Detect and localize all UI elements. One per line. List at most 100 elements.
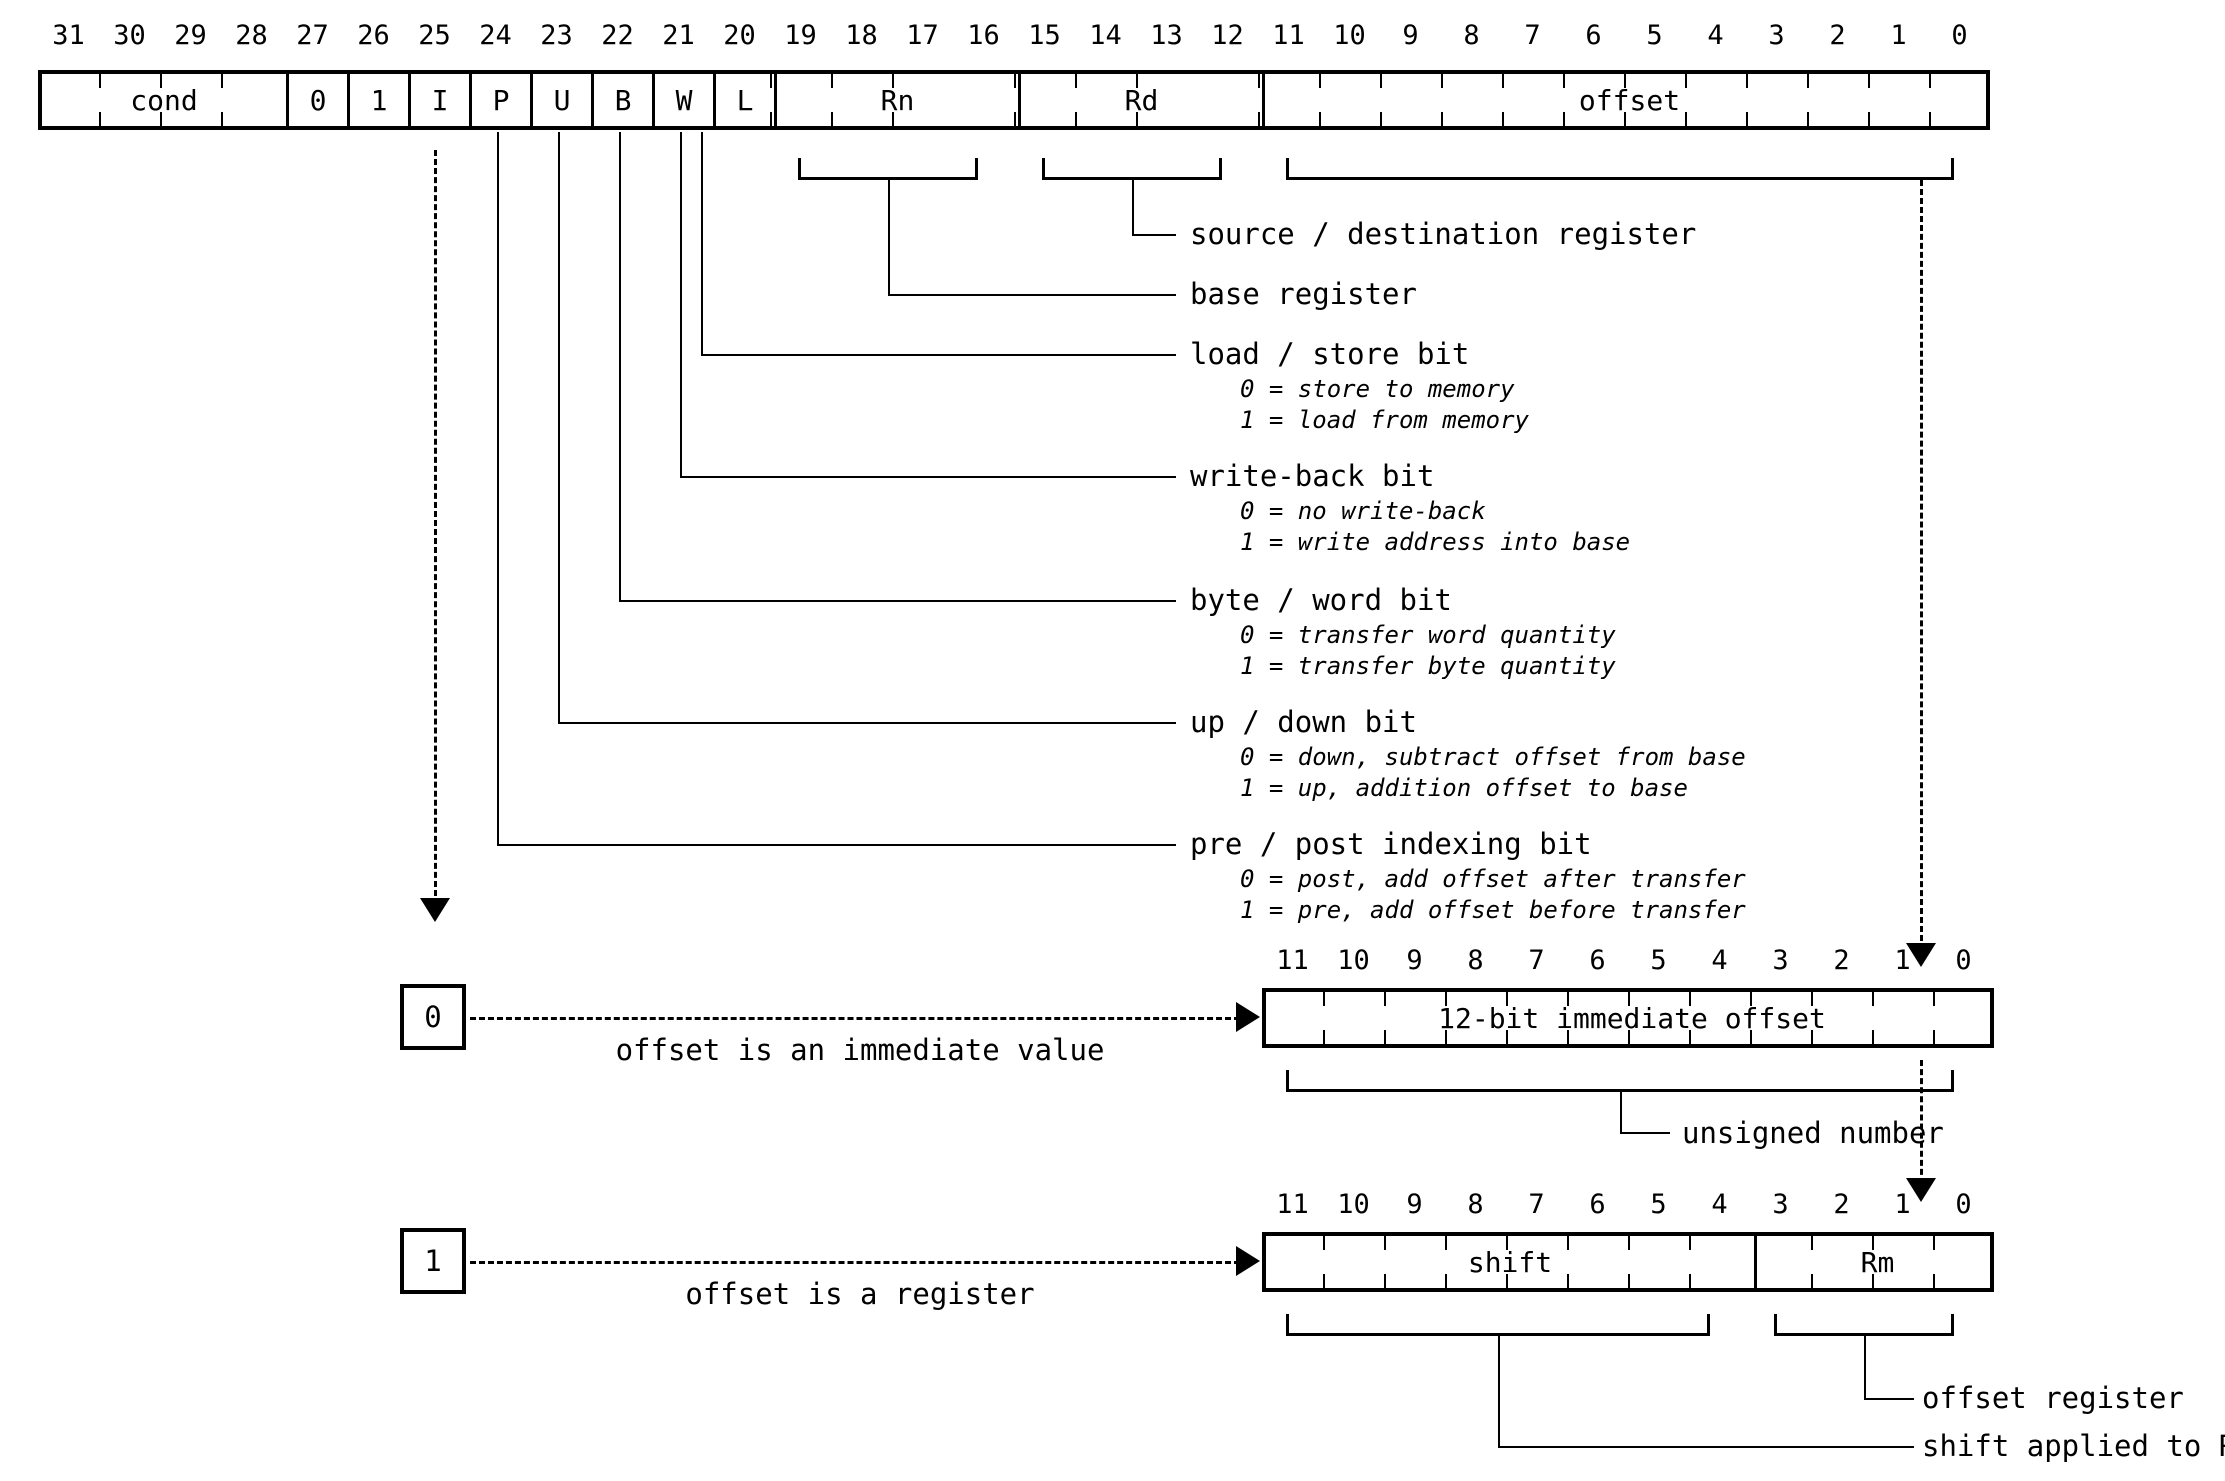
annotation-unsigned-number: unsigned number (1682, 1116, 1944, 1150)
bit-tick (1567, 992, 1569, 1006)
annotation-title: byte / word bit (1190, 583, 1452, 617)
bit-number: 26 (357, 20, 390, 51)
flow-label-immediate: offset is an immediate value (615, 1033, 1105, 1067)
arrow-down-icon (420, 898, 450, 922)
bit-number: 31 (52, 20, 85, 51)
bit-tick (1384, 1236, 1386, 1250)
bit-tick (160, 112, 162, 126)
field-I: I (408, 74, 469, 126)
annotation-title: write-back bit (1190, 459, 1435, 493)
bit-number: 28 (235, 20, 268, 51)
bit-tick (1258, 74, 1260, 88)
bit-tick (1567, 1236, 1569, 1250)
arrow-down-icon (1906, 1178, 1936, 1202)
bit-number: 19 (784, 20, 817, 51)
arrow-right-icon (1236, 1002, 1260, 1032)
leader-line-b (619, 132, 621, 602)
leader-line-offset-register (1864, 1398, 1914, 1400)
bit-tick (1014, 74, 1016, 88)
bit-number: 4 (1711, 945, 1728, 976)
leader-line-unsigned-number (1620, 1092, 1622, 1134)
bit-number: 2 (1833, 945, 1850, 976)
bit-number: 11 (1276, 1189, 1309, 1220)
bit-number: 14 (1089, 20, 1122, 51)
leader-dashed-offset-2 (1920, 1060, 1923, 1184)
bit-tick (1319, 74, 1321, 88)
leader-line-rn (888, 294, 1176, 296)
leader-line-w (680, 132, 682, 478)
leader-line-l (701, 354, 1176, 356)
bit-tick (1868, 112, 1870, 126)
leader-line-l (701, 132, 703, 356)
bit-tick (1502, 74, 1504, 88)
annotation-shift-applied-to-rm: shift applied to Rm (1922, 1429, 2225, 1463)
bit-tick (99, 112, 101, 126)
annotation-sub: 1 = load from memory (1240, 406, 1529, 434)
bit-number: 30 (113, 20, 146, 51)
bit-tick (1628, 1030, 1630, 1044)
bit-tick (1323, 992, 1325, 1006)
annotation-sub: 1 = up, addition offset to base (1240, 774, 1688, 802)
annotation-sub: 1 = transfer byte quantity (1240, 652, 1616, 680)
bit-tick (1441, 112, 1443, 126)
bit-number: 3 (1768, 20, 1785, 51)
field-B: B (591, 74, 652, 126)
bit-tick (1323, 1274, 1325, 1288)
bit-number: 0 (1955, 1189, 1972, 1220)
annotation-title: pre / post indexing bit (1190, 827, 1592, 861)
bit-tick (1689, 1030, 1691, 1044)
field-W: W (652, 74, 713, 126)
bit-tick (1689, 1236, 1691, 1250)
bit-tick (1502, 112, 1504, 126)
field-rm: Rm (1754, 1236, 1998, 1288)
bit-number: 3 (1772, 945, 1789, 976)
bit-tick (1807, 112, 1809, 126)
bit-tick (1746, 74, 1748, 88)
bit-tick (831, 74, 833, 88)
annotation-sub: 0 = no write-back (1240, 497, 1486, 525)
leader-line-shift-applied (1498, 1336, 1500, 1448)
annotation-sub: 1 = write address into base (1240, 528, 1631, 556)
annotation-offset-register: offset register (1922, 1381, 2184, 1415)
bit-number: 25 (418, 20, 451, 51)
leader-line-shift-applied (1498, 1446, 1914, 1448)
bit-number: 23 (540, 20, 573, 51)
bit-tick (1075, 112, 1077, 126)
bit-tick (221, 112, 223, 126)
annotation-sub: 0 = store to memory (1240, 375, 1515, 403)
flow-arrow-immediate (470, 1017, 1240, 1020)
annotation-title: source / destination register (1190, 217, 1697, 251)
bit-tick (1628, 992, 1630, 1006)
brace-rd (1042, 158, 1222, 180)
field-Rd: Rd (1018, 74, 1262, 126)
field-offset: offset (1262, 74, 1994, 126)
annotation-title: load / store bit (1190, 337, 1470, 371)
bit-tick (892, 112, 894, 126)
bit-tick (1445, 1236, 1447, 1250)
bit-tick (1136, 112, 1138, 126)
bit-tick (1689, 1274, 1691, 1288)
bit-tick (1872, 1030, 1874, 1044)
bit-number: 1 (1894, 945, 1911, 976)
bit-number: 12 (1211, 20, 1244, 51)
bit-tick (1384, 1030, 1386, 1044)
field-12-bit-immediate-offset: 12-bit immediate offset (1438, 1001, 1826, 1035)
immediate-selector-box: 0 (400, 984, 466, 1050)
leader-line-unsigned-number (1620, 1132, 1670, 1134)
bit-tick (1624, 74, 1626, 88)
bit-tick (1441, 74, 1443, 88)
bit-number: 4 (1711, 1189, 1728, 1220)
field-P: P (469, 74, 530, 126)
bit-number: 9 (1406, 1189, 1423, 1220)
bit-tick (1872, 1236, 1874, 1250)
bit-tick (1811, 1030, 1813, 1044)
register-offset-box: shift Rm (1262, 1232, 1994, 1292)
bit-number: 6 (1589, 945, 1606, 976)
bit-number: 1 (1894, 1189, 1911, 1220)
bit-number: 5 (1646, 20, 1663, 51)
bit-tick (831, 112, 833, 126)
bit-number: 9 (1402, 20, 1419, 51)
bit-tick (1506, 1236, 1508, 1250)
bit-tick (892, 74, 894, 88)
